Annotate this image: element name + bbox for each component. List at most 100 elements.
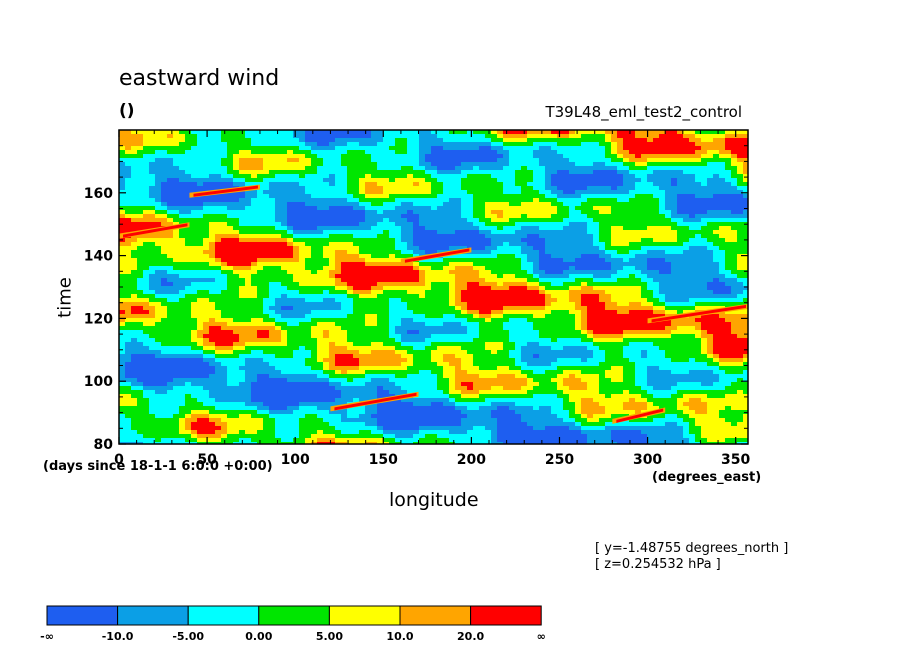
heatmap-cell [149,294,155,298]
heatmap-cell [335,298,341,302]
heatmap-cell [239,238,245,242]
heatmap-cell [365,438,371,442]
heatmap-cell [485,398,491,402]
heatmap-cell [179,318,185,322]
heatmap-cell [443,322,449,326]
heatmap-cell [191,370,197,374]
heatmap-cell [221,418,227,422]
heatmap-cell [485,410,491,414]
heatmap-cell [311,282,317,286]
heatmap-cell [335,426,341,430]
heatmap-cell [467,226,473,230]
heatmap-cell [407,358,413,362]
heatmap-cell [311,162,317,166]
heatmap-cell [365,370,371,374]
heatmap-cell [401,230,407,234]
heatmap-cell [245,422,251,426]
heatmap-cell [215,138,221,142]
heatmap-cell [401,266,407,270]
heatmap-cell [131,138,137,142]
heatmap-cell [149,342,155,346]
heatmap-cell [401,298,407,302]
heatmap-cell [143,346,149,350]
heatmap-cell [395,350,401,354]
heatmap-cell [185,342,191,346]
heatmap-cell [305,230,311,234]
heatmap-cell [473,274,479,278]
heatmap-cell [491,222,497,226]
heatmap-cell [485,190,491,194]
heatmap-cell [257,154,263,158]
heatmap-cell [407,266,413,270]
heatmap-cell [377,386,383,390]
heatmap-cell [263,394,269,398]
heatmap-cell [377,410,383,414]
heatmap-cell [287,374,293,378]
heatmap-cell [245,350,251,354]
heatmap-cell [269,162,275,166]
heatmap-cell [437,350,443,354]
heatmap-cell [443,350,449,354]
heatmap-cell [407,306,413,310]
heatmap-cell [125,290,131,294]
heatmap-cell [221,258,227,262]
heatmap-cell [359,174,365,178]
heatmap-cell [383,214,389,218]
heatmap-cell [305,250,311,254]
heatmap-cell [383,170,389,174]
heatmap-cell [383,246,389,250]
heatmap-cell [377,302,383,306]
heatmap-cell [311,374,317,378]
heatmap-cell [131,290,137,294]
heatmap-cell [221,262,227,266]
heatmap-cell [365,158,371,162]
heatmap-cell [317,158,323,162]
heatmap-cell [413,338,419,342]
heatmap-cell [287,306,293,310]
heatmap-cell [137,354,143,358]
heatmap-cell [359,166,365,170]
heatmap-cell [287,194,293,198]
heatmap-cell [431,190,437,194]
heatmap-cell [323,322,329,326]
heatmap-cell [125,174,131,178]
heatmap-cell [215,330,221,334]
heatmap-cell [449,210,455,214]
heatmap-cell [407,130,413,134]
heatmap-cell [365,142,371,146]
heatmap-cell [467,358,473,362]
heatmap-cell [431,318,437,322]
heatmap-cell [221,234,227,238]
heatmap-cell [461,278,467,282]
heatmap-cell [305,134,311,138]
heatmap-cell [401,186,407,190]
heatmap-cell [491,178,497,182]
heatmap-cell [137,254,143,258]
heatmap-cell [413,302,419,306]
heatmap-cell [323,142,329,146]
heatmap-cell [179,130,185,134]
heatmap-cell [167,202,173,206]
heatmap-cell [143,410,149,414]
heatmap-cell [449,170,455,174]
heatmap-cell [125,242,131,246]
heatmap-cell [119,290,125,294]
heatmap-cell [251,214,257,218]
heatmap-cell [383,230,389,234]
heatmap-cell [149,394,155,398]
heatmap-cell [425,134,431,138]
heatmap-cell [305,142,311,146]
heatmap-cell [467,290,473,294]
heatmap-cell [401,274,407,278]
heatmap-cell [143,414,149,418]
heatmap-cell [341,282,347,286]
heatmap-cell [269,306,275,310]
heatmap-cell [137,134,143,138]
heatmap-cell [203,210,209,214]
heatmap-cell [311,142,317,146]
heatmap-cell [395,146,401,150]
heatmap-cell [137,338,143,342]
heatmap-cell [335,226,341,230]
heatmap-cell [305,318,311,322]
heatmap-cell [311,170,317,174]
